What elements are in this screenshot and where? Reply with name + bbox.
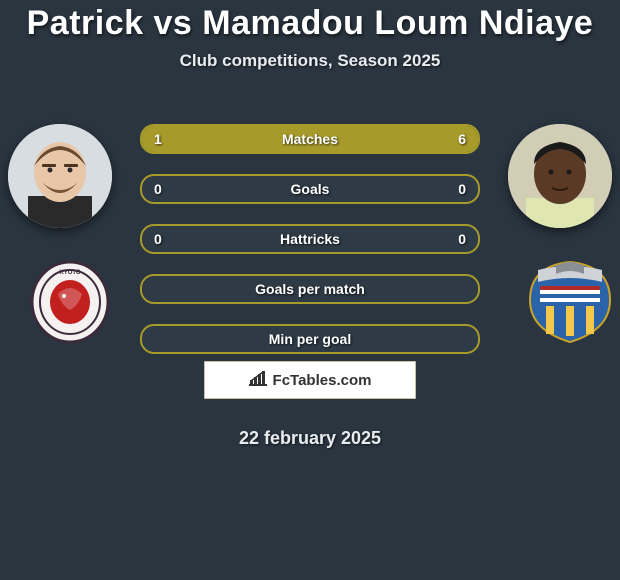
player-right-face-icon <box>508 124 612 228</box>
stat-label: Min per goal <box>269 331 351 347</box>
stat-label: Hattricks <box>280 231 340 247</box>
snapshot-date: 22 february 2025 <box>0 428 620 449</box>
stat-value-left: 0 <box>154 231 162 247</box>
page-title: Patrick vs Mamadou Loum Ndiaye <box>0 0 620 43</box>
brand-text: FcTables.com <box>273 372 372 389</box>
stat-bar: 0 Goals 0 <box>140 174 480 204</box>
stat-bars: 1 Matches 6 0 Goals 0 0 Hattricks 0 Goals per mat… <box>140 124 480 374</box>
club-left-crest-icon: KYOTO <box>20 260 120 344</box>
club-right-crest-icon <box>520 260 620 344</box>
svg-text:KYOTO: KYOTO <box>59 270 81 276</box>
chart-icon <box>249 370 267 391</box>
stat-bar: 1 Matches 6 <box>140 124 480 154</box>
stat-value-left: 0 <box>154 181 162 197</box>
stat-value-right: 6 <box>458 131 466 147</box>
player-left-avatar <box>8 124 112 228</box>
stat-value-right: 0 <box>458 181 466 197</box>
page-subtitle: Club competitions, Season 2025 <box>0 51 620 71</box>
stat-bar: 0 Hattricks 0 <box>140 224 480 254</box>
stat-label: Matches <box>282 131 338 147</box>
stat-bar: Min per goal <box>140 324 480 354</box>
stat-label: Goals <box>291 181 330 197</box>
stat-fill-left <box>142 126 189 152</box>
brand-box: FcTables.com <box>204 361 416 399</box>
player-right-avatar <box>508 124 612 228</box>
player-left-face-icon <box>8 124 112 228</box>
stat-value-right: 0 <box>458 231 466 247</box>
stat-label: Goals per match <box>255 281 365 297</box>
stat-bar: Goals per match <box>140 274 480 304</box>
player-left-club-badge: KYOTO <box>20 260 120 344</box>
player-right-club-badge <box>520 260 620 344</box>
stat-value-left: 1 <box>154 131 162 147</box>
